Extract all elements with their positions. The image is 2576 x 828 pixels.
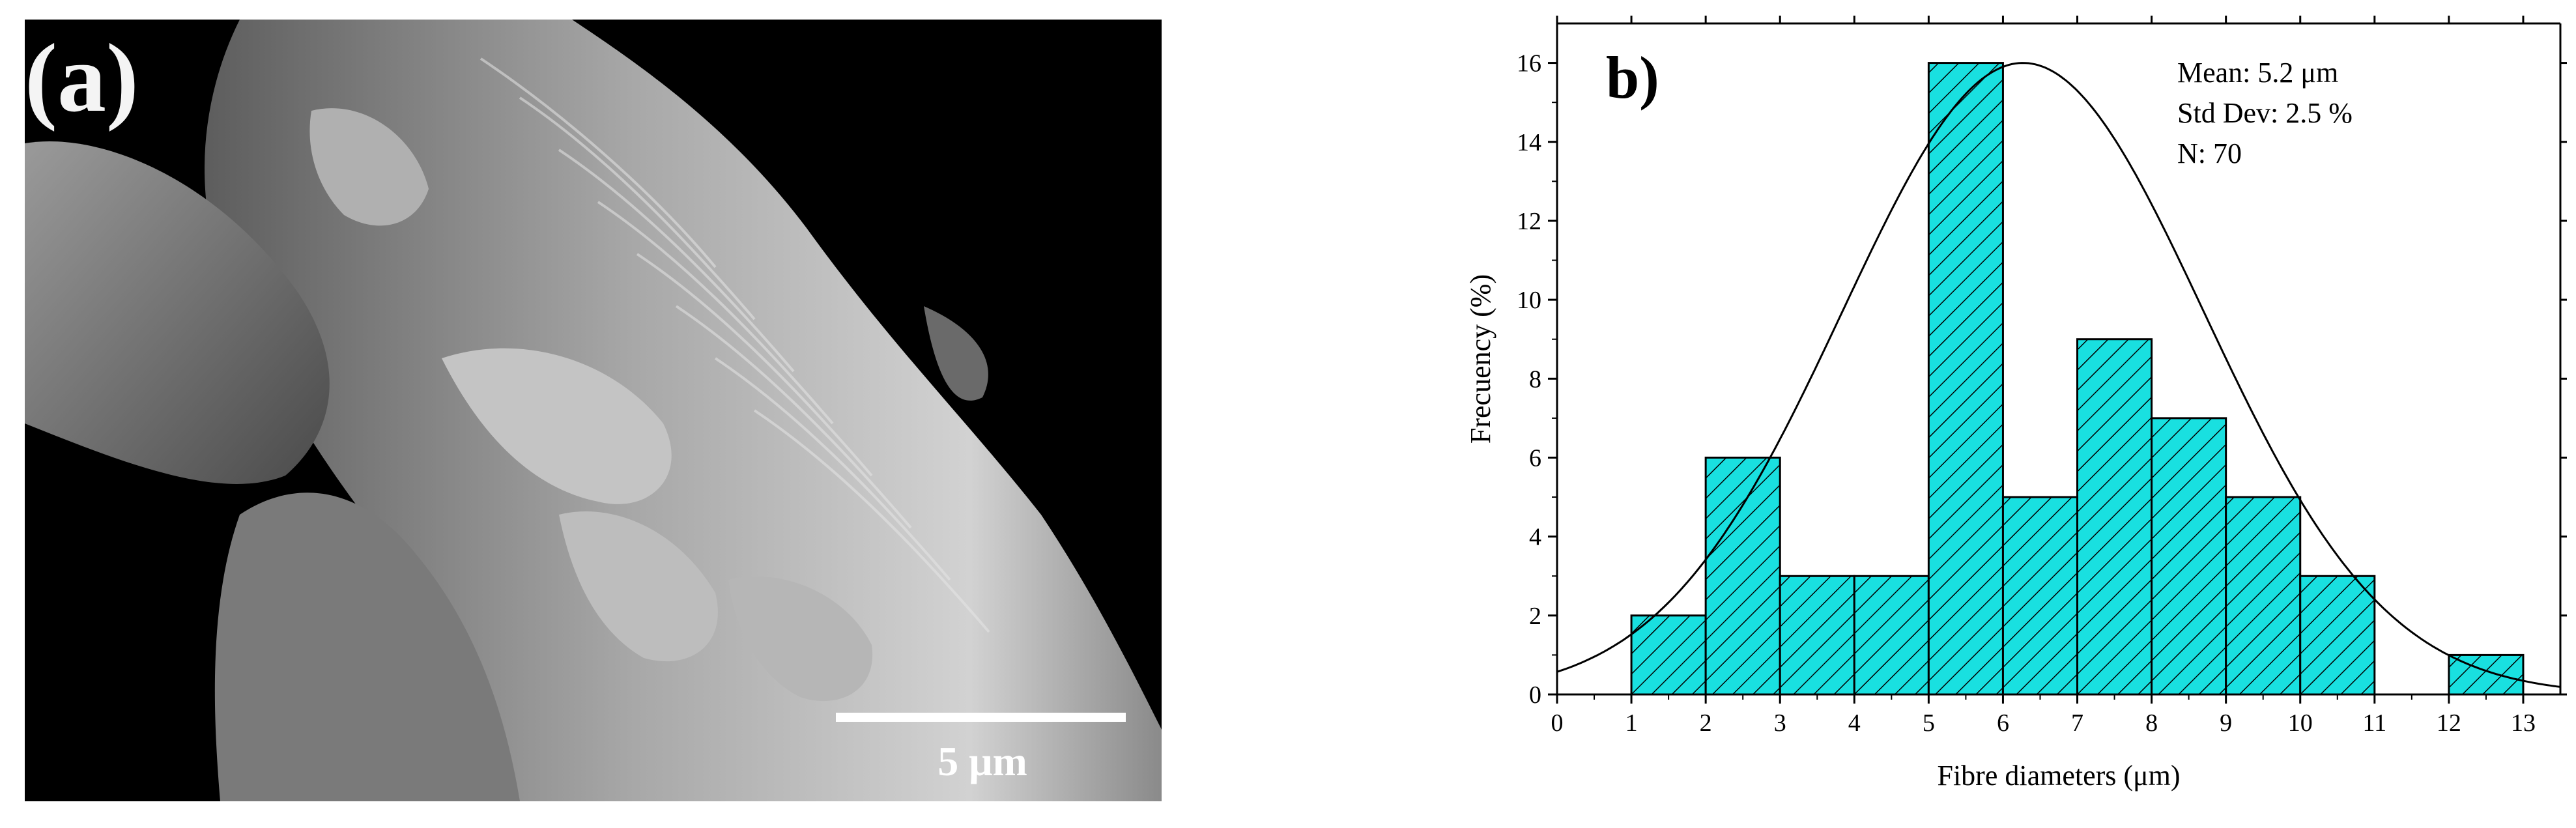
- histogram-bar: [1853, 575, 1930, 696]
- x-tick-label: 0: [1551, 709, 1564, 737]
- sem-image-panel: 5 μm (a): [25, 20, 1162, 801]
- histogram-bar: [2076, 338, 2153, 696]
- fibre-left-lobe: [25, 141, 330, 484]
- normal-fit-curve-group: [1557, 62, 2560, 688]
- x-axis-label: Fibre diameters (μm): [1937, 760, 2180, 792]
- y-tick-label: 12: [1517, 208, 1541, 235]
- fibre-lower-lobe: [214, 493, 520, 801]
- x-tick-label: 7: [2071, 709, 2083, 737]
- y-tick-label: 8: [1529, 365, 1541, 393]
- fibre-flake: [309, 108, 429, 226]
- x-tick-label: 5: [1923, 709, 1935, 737]
- histogram-bar: [2225, 496, 2302, 696]
- x-tick-label: 8: [2145, 709, 2158, 737]
- histogram-bars: [1630, 62, 2525, 696]
- y-tick-label: 14: [1517, 129, 1541, 156]
- panel-label-b: b): [1606, 44, 1659, 111]
- y-tick-label: 0: [1529, 681, 1541, 709]
- sem-micrograph: 5 μm (a): [25, 20, 1162, 801]
- normal-fit-curve: [1557, 62, 2560, 688]
- fibre-flake: [442, 348, 672, 504]
- histogram-bar: [2299, 575, 2376, 696]
- histogram-bar: [1630, 614, 1707, 696]
- panel-label-a: (a): [25, 24, 139, 132]
- scale-bar: [836, 713, 1126, 722]
- fibre-debris: [924, 306, 988, 401]
- fibre-flake: [559, 511, 718, 662]
- y-tick-label: 2: [1529, 603, 1541, 630]
- x-tick-label: 11: [2363, 709, 2387, 737]
- y-tick-label: 16: [1517, 50, 1541, 78]
- y-tick-label: 6: [1529, 444, 1541, 472]
- histogram-bar: [1779, 575, 1855, 696]
- x-tick-label: 10: [2288, 709, 2313, 737]
- chart-axes: [1556, 22, 2562, 696]
- x-tick-label: 1: [1625, 709, 1638, 737]
- x-tick-label: 12: [2437, 709, 2461, 737]
- histogram-panel: 0 1 2 3 4 5 6 7 8 9 10 11 12 13 0 2 4 6 8 10 12 14 16 b) Mean:…: [1433, 0, 2567, 825]
- stat-n: N: 70: [2177, 137, 2242, 169]
- stat-std-dev: Std Dev: 2.5 %: [2177, 97, 2353, 129]
- histogram-bar: [2001, 496, 2079, 696]
- y-axis-label: Frecuency (%): [1465, 274, 1496, 444]
- x-tick-label: 9: [2220, 709, 2232, 737]
- histogram-bar: [1927, 62, 2004, 696]
- x-tick-label: 13: [2511, 709, 2536, 737]
- fibre-striations: [479, 57, 990, 633]
- histogram-bar: [1704, 456, 1781, 696]
- x-tick-label: 4: [1848, 709, 1861, 737]
- fibre-flake: [728, 576, 873, 702]
- stat-mean: Mean: 5.2 μm: [2177, 57, 2338, 89]
- x-tick-label: 6: [1997, 709, 2009, 737]
- x-tick-label: 2: [1700, 709, 1712, 737]
- y-tick-label: 10: [1517, 287, 1541, 314]
- histogram-bar: [2151, 417, 2227, 696]
- y-tick-label: 4: [1529, 524, 1541, 551]
- x-tick-label: 3: [1774, 709, 1786, 737]
- scale-bar-label: 5 μm: [937, 738, 1027, 784]
